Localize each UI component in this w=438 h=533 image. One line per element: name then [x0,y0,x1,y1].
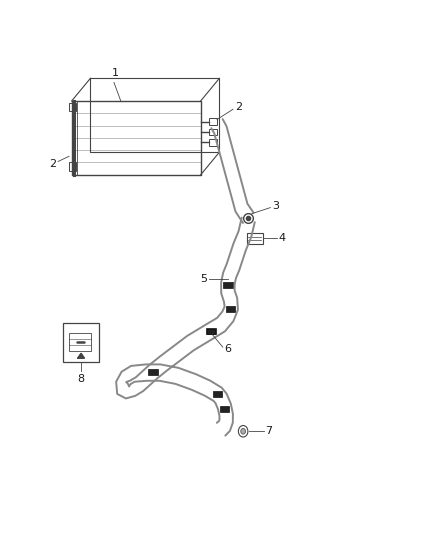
Text: 2: 2 [235,102,242,112]
Bar [206,328,215,334]
Bar [63,322,99,361]
Bar [148,369,158,375]
Bar [247,233,263,244]
Text: 6: 6 [224,344,231,354]
Bar [223,282,233,288]
Bar [209,118,217,125]
Text: 4: 4 [279,233,286,244]
Bar [69,103,77,111]
Text: 2: 2 [49,159,57,168]
Text: 8: 8 [78,374,85,384]
Bar [213,391,223,397]
Circle shape [241,429,246,434]
Text: 5: 5 [200,274,207,285]
Bar [209,128,217,135]
Text: 7: 7 [265,426,272,437]
Bar [209,139,217,146]
Bar [226,306,235,312]
Text: 3: 3 [273,201,280,212]
Bar [69,333,92,351]
Polygon shape [78,353,85,358]
Bar [69,163,77,171]
Circle shape [238,425,248,437]
Text: 1: 1 [112,68,119,78]
Bar [207,329,215,334]
Bar [220,406,229,411]
